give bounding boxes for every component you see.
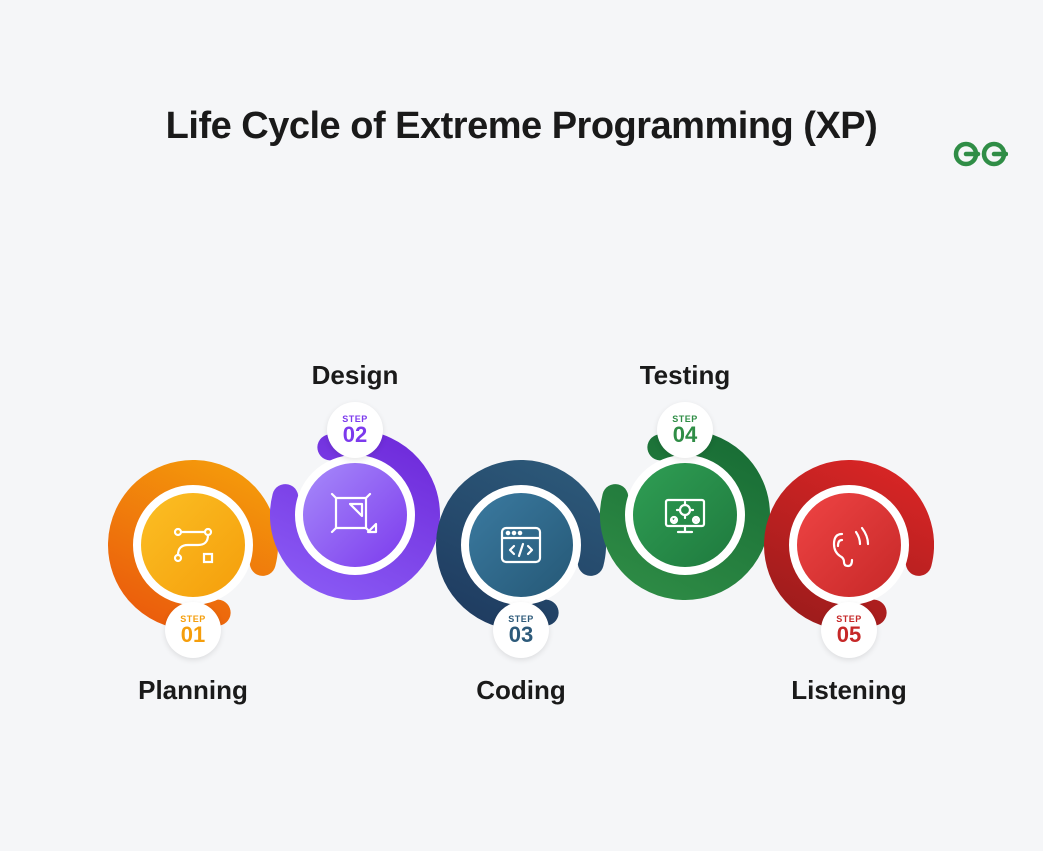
- coding-icon: [461, 485, 581, 605]
- step-title: Planning: [108, 675, 278, 706]
- step-badge: STEP 03: [493, 602, 549, 658]
- brand-logo: [952, 140, 1008, 173]
- testing-icon: [625, 455, 745, 575]
- planning-icon: [133, 485, 253, 605]
- listening-icon: [789, 485, 909, 605]
- step-title: Design: [270, 360, 440, 391]
- step-badge: STEP 05: [821, 602, 877, 658]
- step-badge: STEP 02: [327, 402, 383, 458]
- step-coding: Coding STEP 03: [436, 460, 606, 630]
- step-planning: Planning STEP 01: [108, 460, 278, 630]
- lifecycle-diagram: Planning STEP 01 Design ST: [0, 330, 1043, 730]
- step-listening: Listening STEP 05: [764, 460, 934, 630]
- step-testing: Testing STEP 04: [600, 430, 770, 600]
- step-title: Coding: [436, 675, 606, 706]
- step-design: Design STEP 02: [270, 430, 440, 600]
- step-title: Listening: [764, 675, 934, 706]
- step-title: Testing: [600, 360, 770, 391]
- step-badge: STEP 04: [657, 402, 713, 458]
- design-icon: [295, 455, 415, 575]
- page-title: Life Cycle of Extreme Programming (XP): [0, 105, 1043, 148]
- step-badge: STEP 01: [165, 602, 221, 658]
